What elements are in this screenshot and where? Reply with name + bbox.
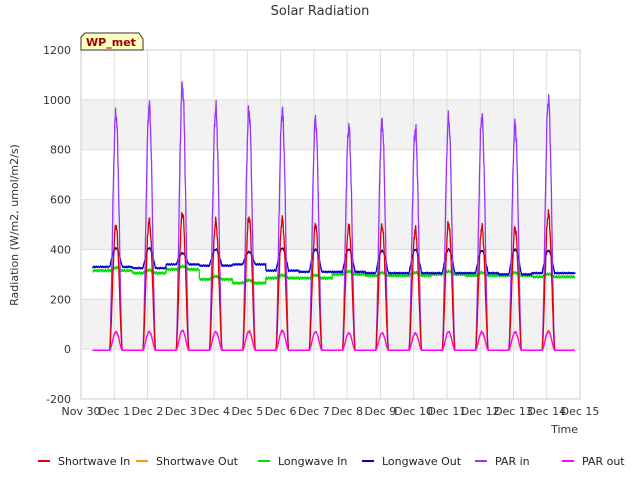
x-tick-label: Dec 1 xyxy=(98,405,130,418)
x-tick-label: Dec 3 xyxy=(165,405,197,418)
x-tick-label: Dec 14 xyxy=(527,405,566,418)
y-tick-label: 200 xyxy=(50,293,71,306)
x-axis-label: Time xyxy=(550,423,578,436)
legend-label: Longwave In xyxy=(278,455,347,468)
x-tick-label: Dec 13 xyxy=(494,405,533,418)
legend: Shortwave In Shortwave Out Longwave In Long… xyxy=(38,455,625,468)
site-label: WP_met xyxy=(86,36,136,49)
y-axis-label: Radiation (W/m2, umol/m2/s) xyxy=(8,144,21,306)
legend-item: Shortwave Out xyxy=(136,455,239,468)
legend-label: Shortwave Out xyxy=(156,455,239,468)
y-tick-label: -200 xyxy=(46,393,71,406)
legend-item: PAR in xyxy=(475,455,530,468)
x-tick-label: Dec 10 xyxy=(394,405,433,418)
series-layer xyxy=(91,81,576,352)
legend-label: PAR in xyxy=(495,455,530,468)
series-line-longwave-out xyxy=(91,246,576,276)
y-axis: -200 0 200 400 600 800 1000 1200 xyxy=(43,44,71,406)
y-tick-label: 400 xyxy=(50,243,71,256)
legend-label: PAR out xyxy=(582,455,625,468)
site-label-badge: WP_met xyxy=(80,32,144,51)
x-tick-label: Dec 5 xyxy=(231,405,263,418)
x-tick-label: Nov 30 xyxy=(62,405,101,418)
y-tick-label: 800 xyxy=(50,144,71,157)
x-tick-label: Dec 7 xyxy=(298,405,330,418)
legend-label: Shortwave In xyxy=(58,455,130,468)
site-label-box xyxy=(80,32,144,51)
legend-label: Longwave Out xyxy=(382,455,462,468)
plot-frame xyxy=(80,49,581,400)
legend-item: Longwave In xyxy=(258,455,347,468)
x-tick-label: Dec 6 xyxy=(265,405,297,418)
legend-item: Shortwave In xyxy=(38,455,130,468)
x-tick-label: Dec 9 xyxy=(365,405,397,418)
plot-band xyxy=(81,199,580,250)
x-tick-label: Dec 4 xyxy=(198,405,230,418)
plot-bands xyxy=(81,99,580,350)
x-tick-label: Dec 12 xyxy=(461,405,500,418)
series-line-longwave-in xyxy=(92,264,576,286)
x-tick-label: Dec 11 xyxy=(428,405,467,418)
y-tick-label: 0 xyxy=(64,343,71,356)
plot-band xyxy=(81,99,580,150)
legend-item: Longwave Out xyxy=(362,455,462,468)
y-tick-label: 600 xyxy=(50,194,71,207)
series-line-par-out xyxy=(92,329,576,352)
x-tick-label: Dec 2 xyxy=(132,405,164,418)
x-tick-label: Dec 15 xyxy=(561,405,600,418)
legend-item: PAR out xyxy=(562,455,625,468)
chart-title: Solar Radiation xyxy=(271,4,370,19)
y-tick-label: 1000 xyxy=(43,94,71,107)
x-tick-label: Dec 8 xyxy=(331,405,363,418)
plot-band xyxy=(81,299,580,350)
y-tick-label: 1200 xyxy=(43,44,71,57)
